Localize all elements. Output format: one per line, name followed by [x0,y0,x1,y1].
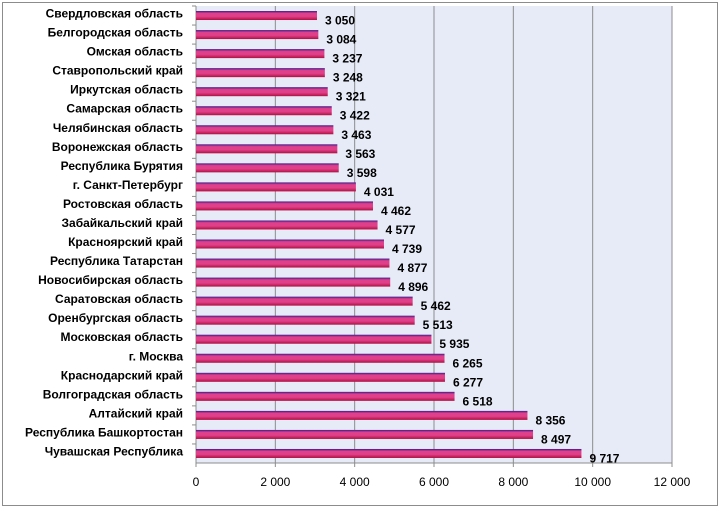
category-label: Воронежская область [52,140,183,154]
x-tick-label: 10 000 [574,475,611,489]
x-tick-label: 2 000 [260,475,290,489]
data-label: 4 896 [398,280,428,294]
category-label: Ростовская область [63,197,183,211]
bar [196,334,432,344]
category-label: Белгородская область [48,26,183,40]
category-label: Оренбургская область [48,311,183,325]
category-label: Ставропольский край [52,64,183,78]
bar [196,391,455,401]
category-label: Забайкальский край [62,216,184,230]
data-label: 5 513 [423,318,453,332]
data-label: 3 463 [341,128,371,142]
bar [196,144,338,154]
data-label: 8 497 [541,432,571,446]
category-label: Омская область [87,45,183,59]
category-label: Краснодарский край [61,368,183,382]
category-label: Иркутская область [70,83,183,97]
x-tick-label: 4 000 [340,475,370,489]
category-label: Республика Татарстан [50,254,183,268]
data-label: 3 422 [340,109,370,123]
bar [196,68,325,78]
category-label: Челябинская область [53,121,183,135]
bar [196,258,390,268]
category-label: Саратовская область [55,292,183,306]
data-label: 6 277 [453,375,483,389]
data-label: 4 031 [364,185,394,199]
data-label: 3 598 [347,166,377,180]
bar [196,163,339,173]
bar [196,220,378,230]
category-label: Алтайский край [89,406,183,420]
data-label: 3 563 [345,147,375,161]
data-label: 3 084 [326,33,356,47]
data-label: 3 248 [333,71,363,85]
x-tick-label: 8 000 [498,475,528,489]
x-tick-label: 12 000 [654,475,691,489]
category-label: Красноярский край [68,235,183,249]
bar [196,448,582,458]
data-label: 5 462 [421,299,451,313]
bar [196,106,332,116]
data-label: 4 739 [392,242,422,256]
bar [196,353,445,363]
bar [196,429,534,439]
data-label: 4 877 [397,261,427,275]
category-label: г. Санкт-Петербург [73,178,183,192]
data-label: 3 050 [325,14,355,28]
data-label: 3 237 [332,52,362,66]
bar [196,277,391,287]
data-label: 4 577 [386,223,416,237]
bar [196,239,384,249]
data-label: 4 462 [381,204,411,218]
bar [196,315,415,325]
bar [196,125,334,135]
data-label: 8 356 [535,413,565,427]
data-label: 9 717 [589,451,619,465]
bar [196,11,317,21]
bar [196,30,319,40]
category-label: Самарская область [66,102,183,116]
category-label: Свердловская область [46,7,183,21]
data-label: 6 518 [463,394,493,408]
bar [196,410,528,420]
bar [196,296,413,306]
bar [196,201,373,211]
category-label: Республика Башкортостан [25,425,183,439]
bar [196,49,325,59]
category-label: Волгоградская область [43,387,183,401]
bar [196,372,445,382]
data-label: 6 265 [453,356,483,370]
x-tick-label: 0 [193,475,200,489]
category-label: Новосибирская область [38,273,183,287]
category-label: Чувашская Республика [45,444,184,458]
category-label: г. Москва [129,349,184,363]
bar [196,182,356,192]
data-label: 3 321 [336,90,366,104]
x-tick-label: 6 000 [419,475,449,489]
category-label: Республика Бурятия [61,159,183,173]
bar [196,87,328,97]
data-label: 5 935 [439,337,469,351]
category-label: Московская область [61,330,183,344]
